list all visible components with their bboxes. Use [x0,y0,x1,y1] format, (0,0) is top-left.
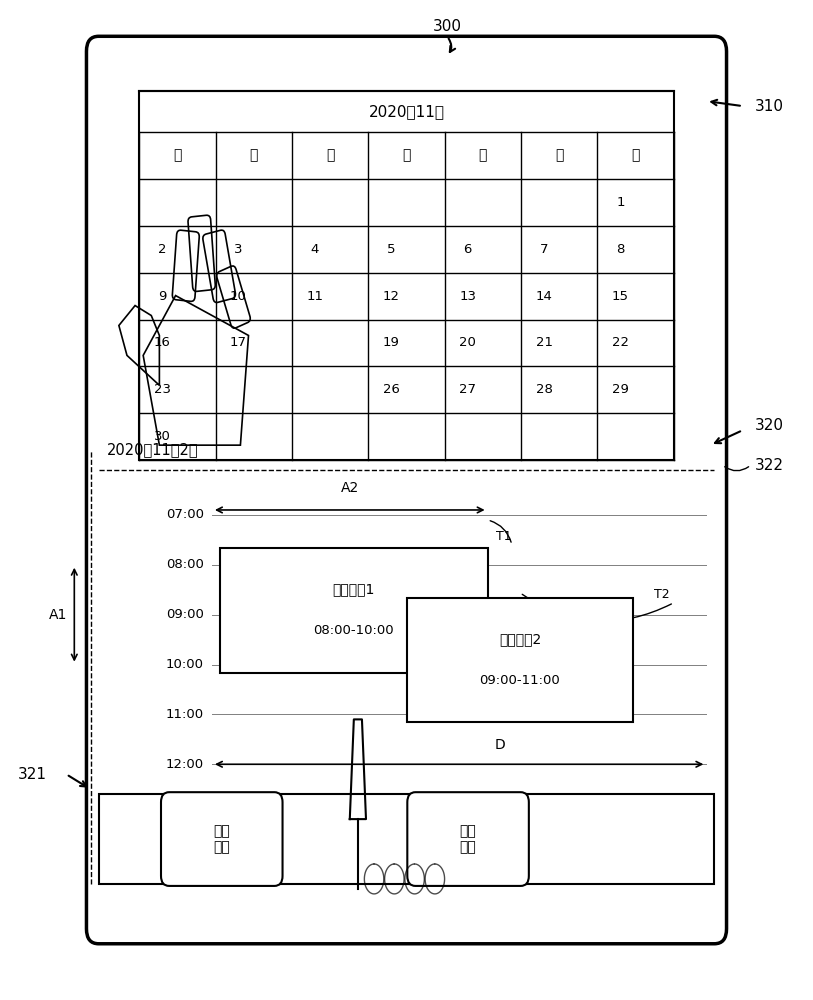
Text: 321: 321 [18,767,46,782]
Text: 14: 14 [536,290,553,303]
Text: D: D [494,738,505,752]
Text: 20: 20 [459,336,476,349]
Text: 10: 10 [230,290,247,303]
Text: T1: T1 [496,530,511,543]
Bar [220,548,488,673]
Text: 7: 7 [540,243,548,256]
Text: 2: 2 [158,243,167,256]
Text: 09:00-11:00: 09:00-11:00 [480,674,560,687]
Text: 28: 28 [536,383,553,396]
Text: 300: 300 [433,19,462,34]
Text: 二: 二 [250,149,258,163]
Text: 我的
日程: 我的 日程 [213,824,230,854]
Text: 2020年11月: 2020年11月 [368,104,445,119]
Bar [98,794,715,884]
FancyBboxPatch shape [161,792,283,886]
Text: 17: 17 [230,336,247,349]
Text: 三: 三 [326,149,334,163]
Text: 08:00: 08:00 [166,558,204,571]
Text: 27: 27 [459,383,476,396]
FancyBboxPatch shape [407,792,528,886]
Bar [139,91,674,460]
Text: 11:00: 11:00 [166,708,204,721]
Text: 日: 日 [632,149,640,163]
Text: 29: 29 [612,383,628,396]
Text: A1: A1 [49,608,67,622]
Text: 6: 6 [463,243,472,256]
Text: 8: 8 [616,243,624,256]
Text: 13: 13 [459,290,476,303]
Text: A2: A2 [341,481,359,495]
Text: 19: 19 [383,336,400,349]
Text: 310: 310 [755,99,784,114]
Text: 07:00: 07:00 [166,508,204,521]
Text: 16: 16 [154,336,171,349]
Text: 08:00-10:00: 08:00-10:00 [314,624,394,637]
Text: 4: 4 [311,243,319,256]
Text: 同事
日程: 同事 日程 [459,824,476,854]
Text: 09:00: 09:00 [166,608,204,621]
Text: 21: 21 [536,336,553,349]
Text: 六: 六 [555,149,563,163]
Text: 五: 五 [479,149,487,163]
Bar [406,598,633,722]
Text: 3: 3 [234,243,243,256]
Text: 日程计剈1: 日程计剈1 [333,582,375,596]
Text: 一: 一 [173,149,181,163]
Text: 26: 26 [383,383,400,396]
Text: 320: 320 [755,418,784,433]
Text: 5: 5 [387,243,395,256]
Text: 30: 30 [154,430,171,443]
Text: T2: T2 [654,588,669,601]
Text: 23: 23 [154,383,171,396]
Text: 10:00: 10:00 [166,658,204,671]
Text: 2020年11月2日: 2020年11月2日 [107,443,198,458]
Text: 四: 四 [402,149,411,163]
Text: 日程计剈2: 日程计剈2 [499,632,541,646]
FancyBboxPatch shape [86,36,727,944]
Text: 12: 12 [383,290,400,303]
Text: 9: 9 [158,290,166,303]
Text: 12:00: 12:00 [166,758,204,771]
Text: 322: 322 [755,458,784,473]
Text: 22: 22 [612,336,629,349]
Text: 15: 15 [612,290,629,303]
Text: 1: 1 [616,196,624,209]
Text: 11: 11 [307,290,324,303]
